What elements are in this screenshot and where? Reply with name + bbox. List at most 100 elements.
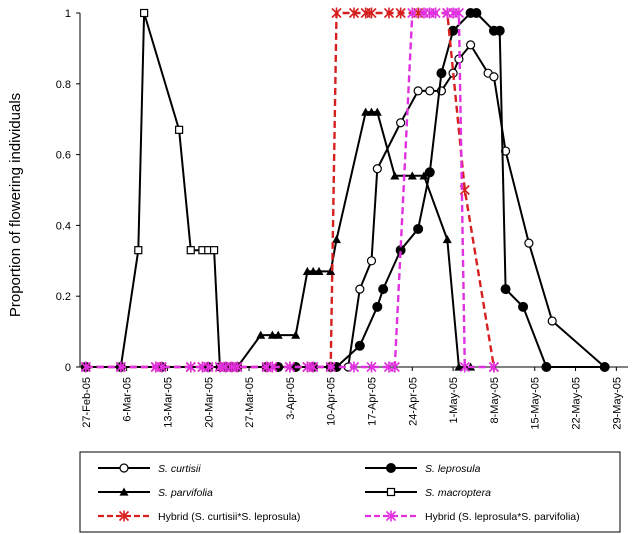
series-2-point [419, 171, 429, 180]
x-tick-label: 13-Mar-05 [162, 377, 174, 428]
series-4-point [383, 7, 395, 19]
series-3-line [85, 12, 238, 368]
series-4-point [348, 7, 360, 19]
series-2-point [366, 107, 376, 116]
series-4-point [395, 7, 406, 19]
x-tick-label: 15-May-05 [530, 377, 542, 430]
series-1-point [378, 284, 389, 295]
series-2-point [361, 107, 371, 116]
x-tick-label: 20-Mar-05 [203, 377, 215, 428]
x-tick-label: 6-Mar-05 [122, 377, 134, 422]
series-2-line [85, 111, 471, 368]
series-2-point [442, 235, 452, 244]
series-3-point [209, 246, 219, 255]
series-0-point [413, 86, 423, 96]
y-tick-label: 0.4 [56, 220, 71, 232]
series-1-point [541, 362, 552, 372]
series-5-point [389, 361, 400, 373]
legend: S. curtisii S. leprosula S. parvifolia S. m… [79, 451, 621, 533]
x-tick-label: 27-Mar-05 [244, 377, 256, 428]
y-tick-label: 1 [65, 8, 71, 20]
series-5-point [348, 361, 360, 373]
series-5-line [85, 11, 494, 369]
series-2-point [308, 266, 318, 276]
series-2-point [407, 171, 417, 180]
legend-label-3: S. macroptera [425, 487, 491, 499]
series-2-point [372, 107, 382, 116]
series-2-point [390, 171, 400, 180]
series-1-point [354, 340, 365, 351]
y-tick-label: 0 [65, 362, 71, 374]
series-0-point [465, 40, 476, 50]
series-0-point [355, 284, 365, 294]
series-2-point [302, 266, 312, 276]
series-5-point [232, 361, 243, 373]
x-tick-label: 29-May-05 [611, 377, 623, 430]
series-1-point [372, 301, 383, 312]
legend-marker-2 [119, 487, 129, 496]
series-5-point [430, 7, 441, 19]
series-2-point [256, 330, 266, 339]
series-2-point [332, 235, 342, 244]
series-1-line [85, 12, 605, 368]
series-1-point [471, 8, 482, 18]
series-0-point [425, 86, 435, 96]
legend-label-2: S. parvifolia [158, 487, 213, 499]
series-5-point [488, 361, 499, 373]
series-2-point [314, 266, 324, 276]
series-2-point [267, 330, 277, 339]
x-tick-label: 10-Apr-05 [326, 377, 338, 426]
series-0-point [524, 238, 534, 248]
y-tick-label: 0.6 [56, 150, 71, 162]
series-3-point [186, 246, 195, 255]
legend-label-5: Hybrid (S. leprosula*S. parvifolia) [425, 511, 580, 523]
series-0-point [489, 72, 499, 82]
series-1-point [424, 167, 435, 178]
legend-marker-4 [118, 510, 130, 522]
series-0-point [396, 118, 406, 128]
series-2-point [291, 330, 301, 339]
x-tick-label: 17-Apr-05 [366, 377, 378, 426]
y-axis-label: Proportion of flowering individuals [7, 93, 24, 317]
legend-label-1: S. leprosula [425, 463, 481, 475]
series-5-point [407, 7, 418, 19]
series-5-point [459, 361, 470, 373]
legend-marker-3 [386, 487, 396, 497]
series-1-point [500, 284, 511, 295]
series-0-point [372, 164, 382, 174]
legend-label-0: S. curtisii [158, 463, 201, 475]
series-5-point [115, 361, 126, 373]
series-5-point [185, 361, 196, 373]
x-tick-label: 24-Apr-05 [407, 377, 419, 426]
series-0-point [366, 256, 377, 266]
series-5-point [267, 361, 278, 373]
legend-marker-5 [385, 510, 397, 522]
series-3-point [175, 125, 184, 134]
series-2-point [273, 330, 283, 339]
series-3-point [134, 246, 143, 255]
y-tick-label: 0.2 [56, 291, 71, 303]
series-4-line [85, 11, 496, 369]
series-5-point [325, 361, 336, 373]
legend-marker-1 [386, 463, 396, 473]
series-1-point [494, 25, 505, 36]
legend-label-4: Hybrid (S. curtisii*S. leprosula) [158, 511, 300, 523]
series-2-point [454, 362, 464, 371]
series-5-point [308, 361, 319, 373]
series-1-point [518, 301, 529, 312]
x-tick-label: 1-May-05 [448, 377, 460, 423]
series-5-point [453, 7, 465, 19]
plot-area: 0 0.2 0.4 0.6 0.8 1 27-Feb-05 6-Mar-05 13-Mar-05… [56, 7, 628, 430]
series-1-point [436, 68, 447, 79]
series-5-point [203, 361, 214, 373]
x-tick-label: 3-Apr-05 [285, 377, 297, 420]
series-1-point [599, 362, 610, 372]
series-4-point [366, 7, 377, 19]
legend-marker-0 [119, 463, 129, 473]
series-3-point [140, 8, 149, 18]
x-tick-label: 27-Feb-05 [81, 377, 93, 428]
legend-box [79, 451, 621, 533]
series-5-point [156, 361, 167, 373]
series-2-point [326, 266, 336, 276]
